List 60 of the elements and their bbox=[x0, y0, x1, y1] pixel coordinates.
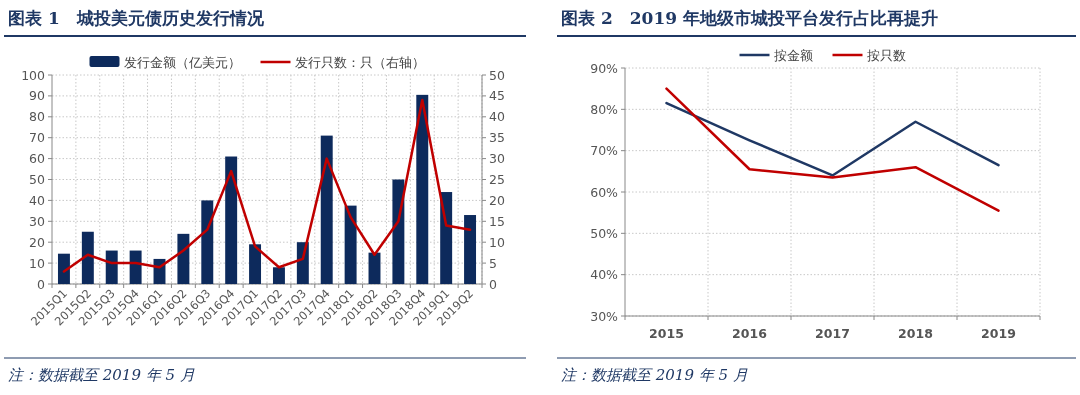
bar bbox=[57, 253, 70, 284]
bar bbox=[272, 267, 285, 284]
y2-tick-label: 50 bbox=[489, 67, 505, 83]
y2-tick-label: 35 bbox=[489, 130, 505, 146]
y-tick-label: 40% bbox=[590, 267, 619, 283]
legend-label: 按金额 bbox=[773, 48, 813, 63]
y2-tick-label: 15 bbox=[489, 213, 505, 229]
x-tick-label: 2019 bbox=[981, 326, 1016, 341]
y-tick-label: 90% bbox=[590, 60, 619, 76]
y-tick-label: 60% bbox=[590, 184, 619, 200]
y2-tick-label: 5 bbox=[489, 255, 497, 271]
line-series bbox=[62, 98, 472, 273]
x-tick-label: 2018 bbox=[898, 326, 933, 341]
bar bbox=[177, 233, 190, 284]
y-tick-label: 50 bbox=[29, 172, 46, 187]
bar bbox=[249, 244, 262, 284]
bar bbox=[320, 135, 333, 284]
bar bbox=[225, 156, 238, 284]
bar bbox=[464, 215, 477, 284]
y-tick-label: 30% bbox=[590, 308, 619, 324]
y2-tick-label: 30 bbox=[489, 151, 505, 167]
x-tick-label: 2016 bbox=[732, 326, 768, 341]
bar bbox=[129, 250, 142, 284]
y-tick-label: 40 bbox=[29, 192, 46, 208]
text: 注：数据截至 2019 年 5 月 bbox=[561, 366, 748, 384]
line-series bbox=[665, 101, 1000, 177]
y2-tick-label: 10 bbox=[489, 234, 505, 250]
bar bbox=[81, 231, 94, 284]
legend-label: 按只数 bbox=[866, 48, 906, 63]
y-tick-label: 90 bbox=[29, 88, 46, 104]
x-tick-label: 2015 bbox=[649, 326, 684, 341]
bar bbox=[416, 94, 429, 284]
text: 注：数据截至 2019 年 5 月 bbox=[8, 366, 195, 384]
bar bbox=[105, 250, 118, 284]
y-tick-label: 100 bbox=[21, 67, 46, 83]
line-series bbox=[665, 87, 1000, 212]
y2-tick-label: 40 bbox=[489, 109, 505, 125]
legend-label: 发行金额（亿美元） bbox=[123, 55, 241, 70]
y-tick-label: 80 bbox=[29, 109, 46, 125]
y-tick-label: 70 bbox=[29, 130, 46, 146]
y-tick-label: 0 bbox=[37, 276, 46, 292]
bar bbox=[440, 192, 453, 284]
x-tick-label: 2017 bbox=[815, 326, 850, 341]
y-tick-label: 20 bbox=[29, 234, 46, 250]
legend-label: 发行只数：只（右轴） bbox=[294, 55, 425, 70]
bar bbox=[344, 205, 357, 284]
y2-tick-label: 20 bbox=[489, 192, 505, 208]
chart-title: 图表 2 2019 年地级市城投平台发行占比再提升 bbox=[561, 8, 938, 28]
y-tick-label: 30 bbox=[29, 213, 46, 229]
y-tick-label: 60 bbox=[29, 151, 46, 167]
bar bbox=[392, 179, 405, 284]
y-tick-label: 80% bbox=[590, 101, 619, 117]
chart-title: 图表 1 城投美元债历史发行情况 bbox=[8, 8, 265, 28]
y2-tick-label: 0 bbox=[489, 276, 497, 292]
y2-tick-label: 45 bbox=[489, 88, 505, 104]
y-tick-label: 70% bbox=[590, 143, 619, 159]
y2-tick-label: 25 bbox=[489, 172, 505, 187]
y-tick-label: 50% bbox=[590, 225, 619, 241]
bar bbox=[201, 200, 214, 284]
y-tick-label: 10 bbox=[29, 255, 46, 271]
